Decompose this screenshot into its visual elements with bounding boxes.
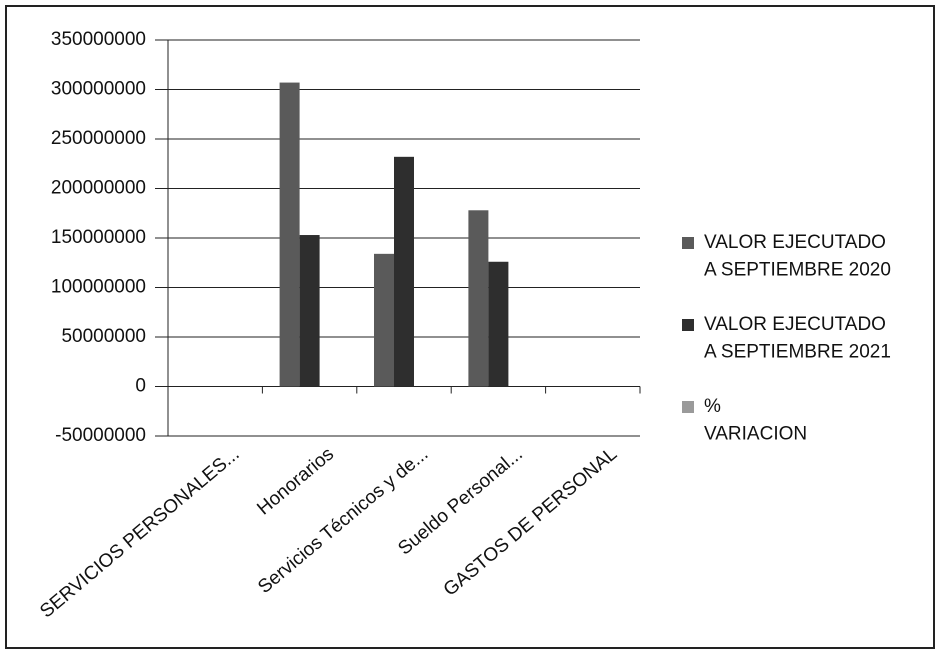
legend-swatch (682, 237, 694, 249)
legend-label: % VARIACION (704, 396, 807, 445)
x-tick-label: Servicios Técnicos y de... (254, 444, 432, 598)
y-tick-label: -50000000 (55, 425, 146, 446)
y-tick-label: 200000000 (51, 178, 146, 199)
x-tick-label: Honorarios (253, 444, 338, 520)
legend-swatch (682, 401, 694, 413)
x-tick-label: SERVICIOS PERSONALES... (36, 444, 243, 623)
y-tick-label: 100000000 (51, 277, 146, 298)
chart-frame (5, 5, 935, 649)
legend-label: VALOR EJECUTADO A SEPTIEMBRE 2021 (704, 314, 891, 363)
x-tick-label: GASTOS DE PERSONAL (440, 444, 621, 601)
bar (488, 261, 509, 387)
y-tick-label: 250000000 (51, 128, 146, 149)
bar (394, 156, 414, 387)
bar (374, 253, 394, 387)
y-tick-label: 350000000 (51, 29, 146, 50)
y-tick-label: 0 (135, 376, 146, 397)
legend-label: VALOR EJECUTADO A SEPTIEMBRE 2020 (704, 232, 891, 281)
y-tick-label: 150000000 (51, 227, 146, 248)
bar (468, 210, 489, 387)
legend-swatch (682, 319, 694, 331)
y-tick-label: 300000000 (51, 79, 146, 100)
bar (279, 82, 300, 387)
bar (299, 235, 320, 387)
y-tick-label: 50000000 (61, 326, 146, 347)
